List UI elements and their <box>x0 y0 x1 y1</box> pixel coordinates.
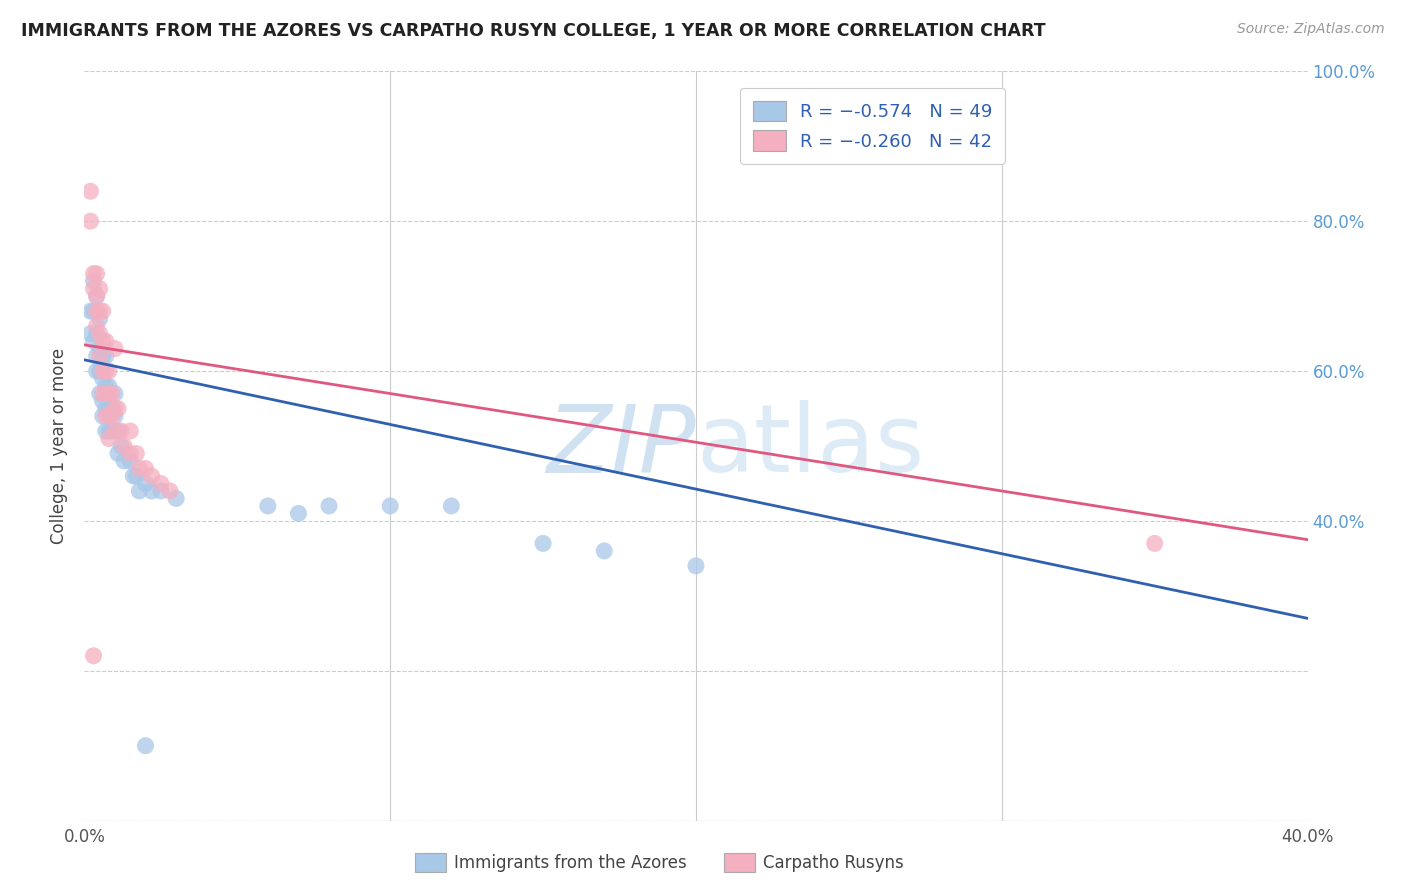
Point <box>380 499 402 513</box>
Point <box>107 401 129 416</box>
Point <box>1143 536 1166 550</box>
Point <box>83 267 105 281</box>
Point <box>101 409 124 423</box>
Point <box>94 379 117 393</box>
Point <box>79 304 101 318</box>
Point <box>104 386 127 401</box>
Point <box>91 304 114 318</box>
Point <box>159 483 181 498</box>
Point <box>135 461 157 475</box>
Point <box>440 499 463 513</box>
Point <box>107 446 129 460</box>
Point <box>112 454 135 468</box>
Text: Source: ZipAtlas.com: Source: ZipAtlas.com <box>1237 22 1385 37</box>
Point <box>685 558 707 573</box>
Point <box>104 401 127 416</box>
Point <box>79 214 101 228</box>
Point <box>91 349 114 363</box>
Point <box>91 364 114 378</box>
Point <box>83 304 105 318</box>
Point <box>110 424 132 438</box>
Point <box>86 364 108 378</box>
Point <box>135 739 157 753</box>
Point <box>120 446 142 460</box>
Point <box>593 544 616 558</box>
Point <box>141 469 163 483</box>
Point <box>86 304 108 318</box>
Point <box>318 499 340 513</box>
Point <box>89 349 111 363</box>
Point <box>83 274 105 288</box>
Point <box>97 424 120 438</box>
Point <box>94 401 117 416</box>
Point <box>257 499 280 513</box>
Point <box>125 469 148 483</box>
Point <box>128 461 150 475</box>
Point <box>287 507 309 521</box>
Point <box>97 386 120 401</box>
Point <box>89 311 111 326</box>
Point <box>94 334 117 348</box>
Point <box>91 394 114 409</box>
Point <box>94 409 117 423</box>
Point <box>104 342 127 356</box>
Point <box>86 326 108 341</box>
Point <box>97 401 120 416</box>
Point <box>94 424 117 438</box>
Y-axis label: College, 1 year or more: College, 1 year or more <box>51 348 69 544</box>
Point <box>165 491 187 506</box>
Point <box>97 364 120 378</box>
Point <box>104 409 127 423</box>
Point <box>125 446 148 460</box>
Point <box>89 364 111 378</box>
Text: ZIP: ZIP <box>547 401 696 491</box>
Point <box>89 342 111 356</box>
Point <box>101 401 124 416</box>
Point <box>83 334 105 348</box>
Point <box>101 424 124 438</box>
Point <box>86 349 108 363</box>
Point <box>104 424 127 438</box>
Point <box>107 424 129 438</box>
Point <box>120 424 142 438</box>
Point <box>91 334 114 348</box>
Point <box>89 304 111 318</box>
Point <box>128 483 150 498</box>
Point <box>149 476 172 491</box>
Point <box>91 371 114 385</box>
Point <box>91 409 114 423</box>
Point <box>97 409 120 423</box>
Text: Carpatho Rusyns: Carpatho Rusyns <box>763 854 904 871</box>
Point <box>89 282 111 296</box>
Point <box>122 469 145 483</box>
Text: IMMIGRANTS FROM THE AZORES VS CARPATHO RUSYN COLLEGE, 1 YEAR OR MORE CORRELATION: IMMIGRANTS FROM THE AZORES VS CARPATHO R… <box>21 22 1046 40</box>
Point <box>83 648 105 663</box>
Point <box>97 379 120 393</box>
Point <box>79 184 101 198</box>
Point <box>141 483 163 498</box>
Point <box>83 282 105 296</box>
Point <box>112 439 135 453</box>
Point <box>120 454 142 468</box>
Point <box>97 432 120 446</box>
Point <box>531 536 554 550</box>
Point <box>89 326 111 341</box>
Point <box>89 386 111 401</box>
Point <box>86 289 108 303</box>
Point <box>91 386 114 401</box>
Point <box>110 439 132 453</box>
Point <box>149 483 172 498</box>
Point <box>94 386 117 401</box>
Point <box>101 386 124 401</box>
Point <box>135 476 157 491</box>
Point <box>94 349 117 363</box>
Legend: R = −-0.574   N = 49, R = −-0.260   N = 42: R = −-0.574 N = 49, R = −-0.260 N = 42 <box>741 88 1005 164</box>
Point <box>79 326 101 341</box>
Text: Immigrants from the Azores: Immigrants from the Azores <box>454 854 688 871</box>
Point <box>94 364 117 378</box>
Text: atlas: atlas <box>696 400 924 492</box>
Point <box>86 267 108 281</box>
Point <box>86 319 108 334</box>
Point <box>86 289 108 303</box>
